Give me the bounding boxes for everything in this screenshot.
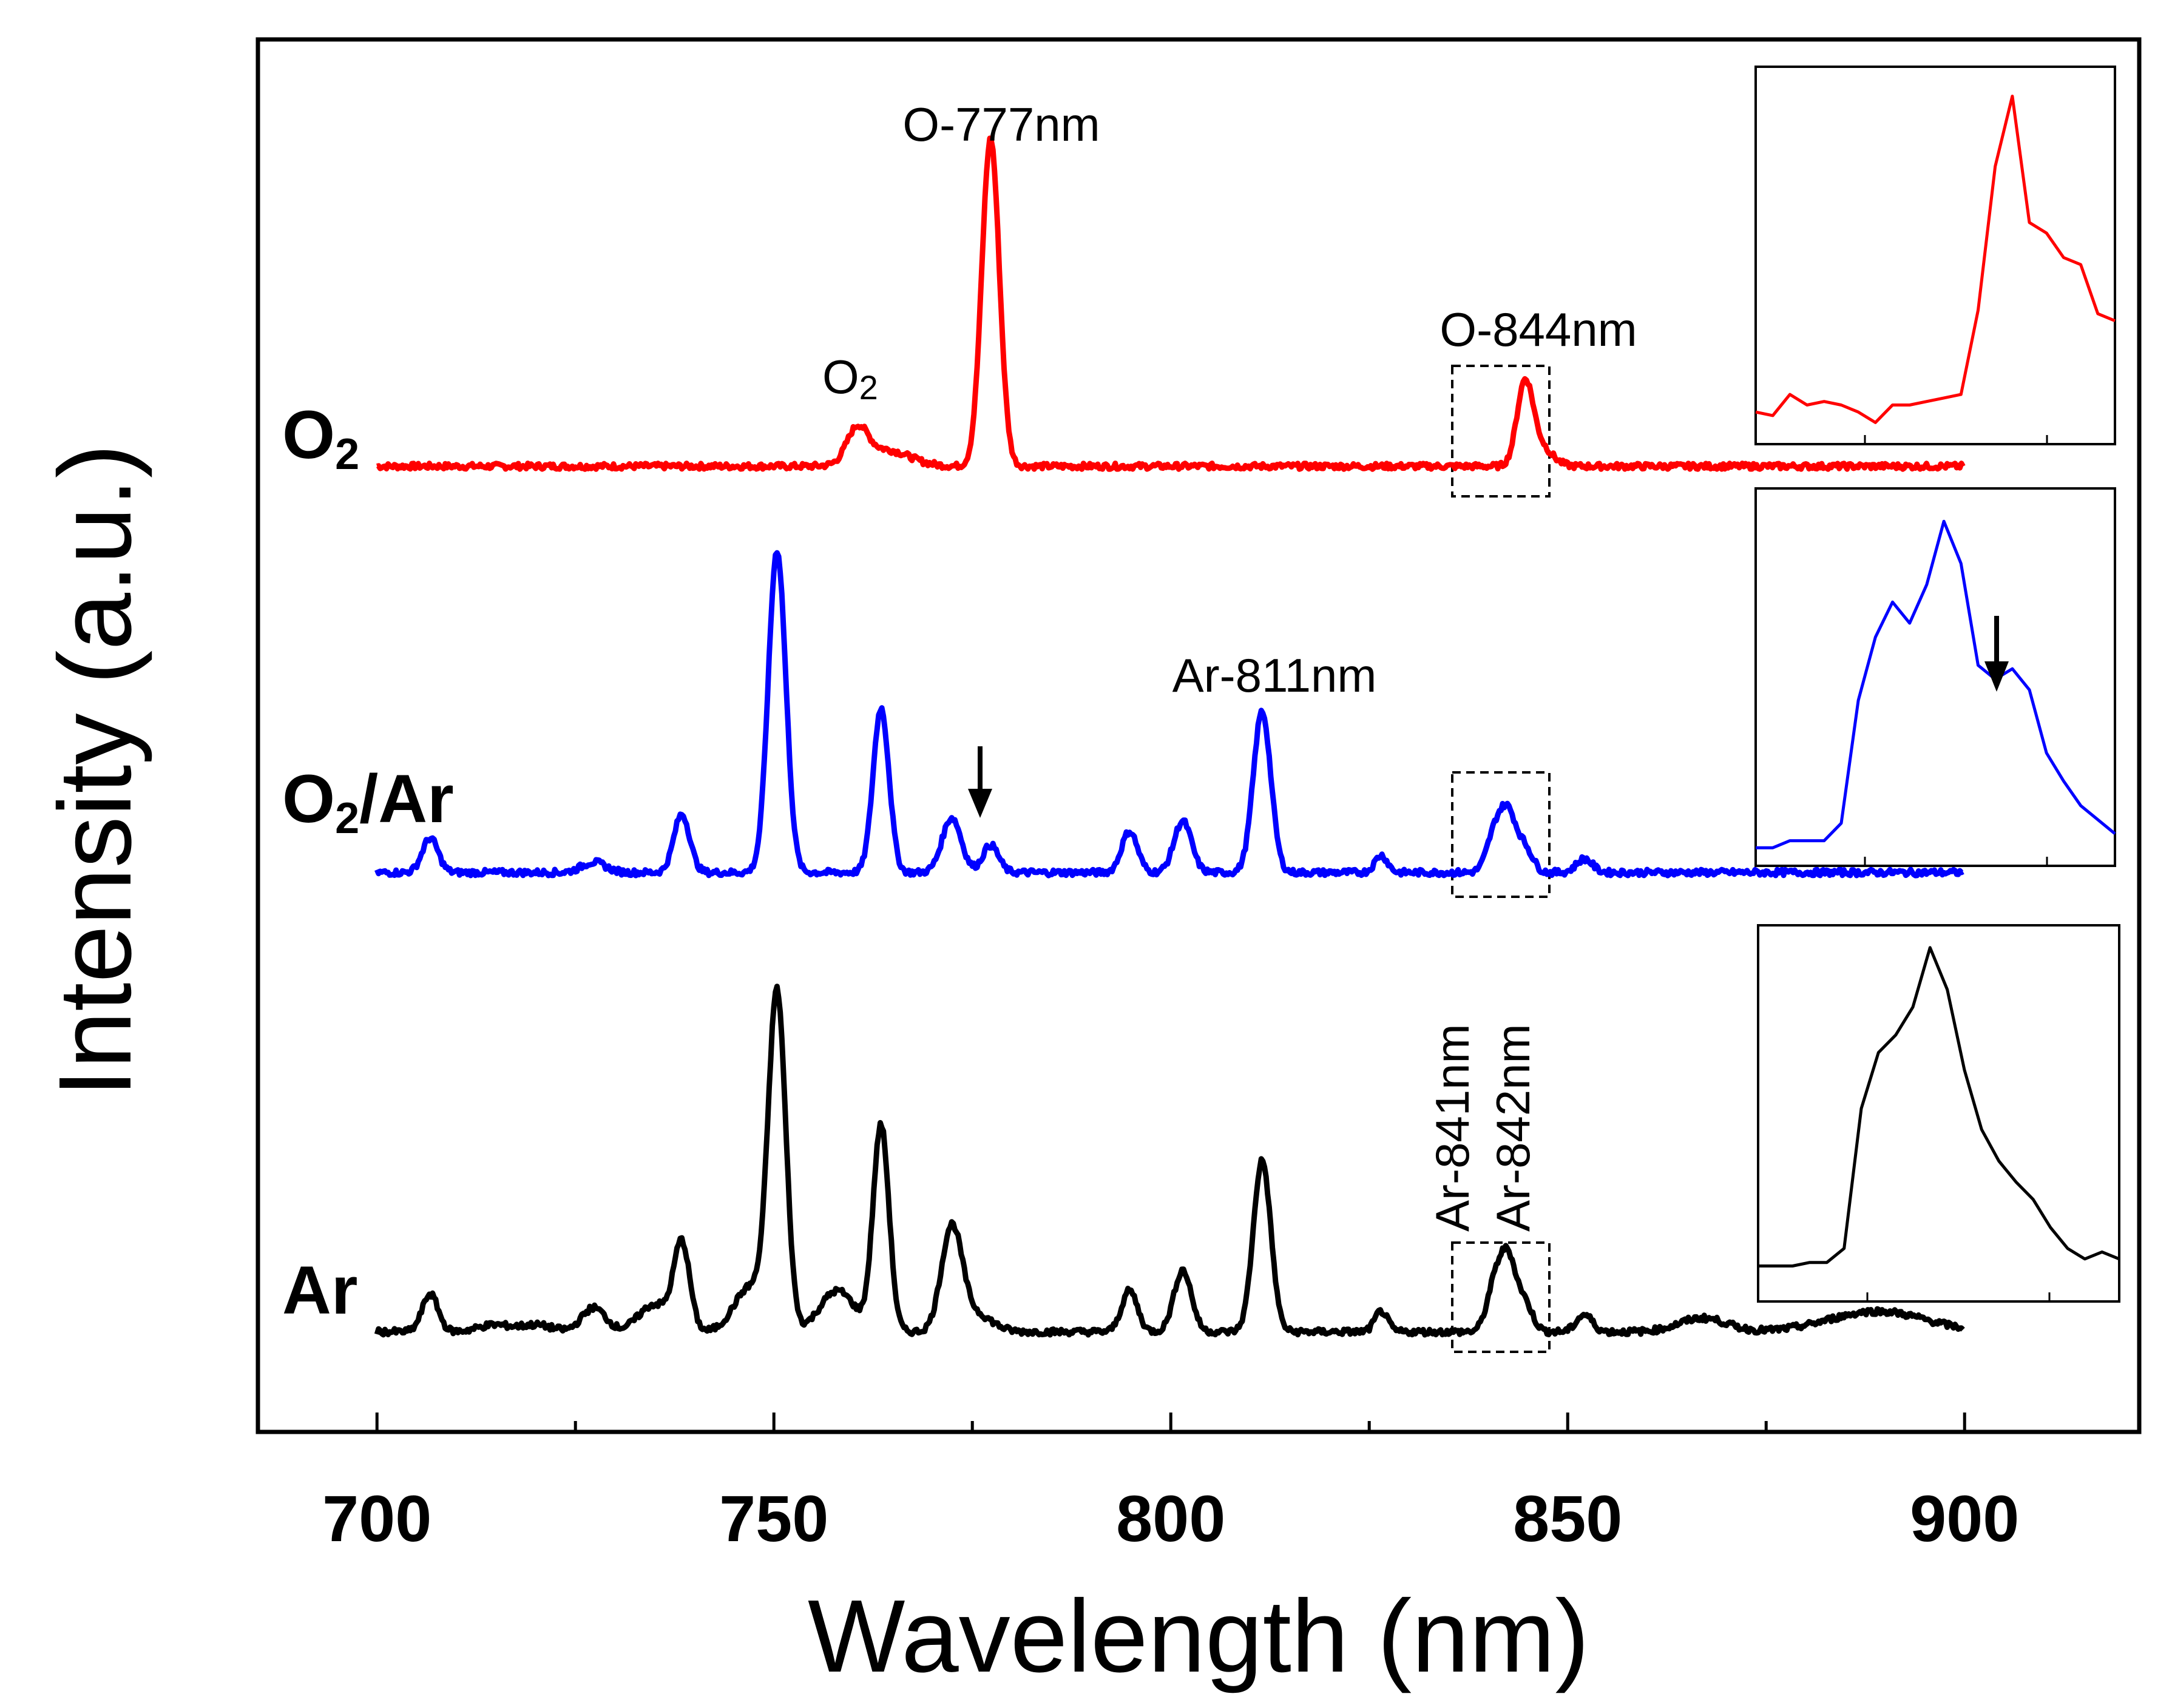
x-axis-tick-labels: 700 750 800 850 900 xyxy=(322,1482,2019,1555)
annotation-ar841: Ar-841nm xyxy=(1426,1024,1479,1232)
inset-ar xyxy=(1757,924,2120,1303)
x-tick-label-900: 900 xyxy=(1910,1482,2019,1555)
x-tick-label-850: 850 xyxy=(1513,1482,1622,1555)
arrow-marker-main xyxy=(968,746,992,818)
series-label-o2: O2 xyxy=(282,397,359,479)
annotation-o844: O-844nm xyxy=(1440,303,1637,356)
dashed-box-ar xyxy=(1451,1241,1551,1353)
annotation-ar811: Ar-811nm xyxy=(1172,649,1377,702)
inset-o2-ar xyxy=(1754,487,2116,867)
plot-frame xyxy=(255,37,2142,1434)
annotation-o2-band: O2 xyxy=(822,350,878,407)
inset-line-o2-ar xyxy=(1756,519,2116,849)
series-line-o2-ar xyxy=(374,550,1964,879)
arrow-marker-inset xyxy=(1984,616,2009,692)
series-label-o2-ar: O2/Ar xyxy=(282,761,454,843)
series-label-ar: Ar xyxy=(282,1252,357,1328)
x-tick-label-750: 750 xyxy=(719,1482,828,1555)
x-tick-label-700: 700 xyxy=(322,1482,431,1555)
y-axis-title: Intensity (a.u.) xyxy=(38,444,153,1097)
inset-o2 xyxy=(1754,66,2116,445)
x-tick-label-800: 800 xyxy=(1116,1482,1225,1555)
inset-line-ar xyxy=(1758,946,2120,1267)
series-line-o2 xyxy=(376,135,1966,472)
inset-line-o2 xyxy=(1755,95,2116,424)
dashed-box-o2 xyxy=(1451,365,1551,498)
series-line-ar xyxy=(374,984,1965,1338)
x-axis-title: Wavelength (nm) xyxy=(808,1579,1589,1694)
dashed-box-o2ar xyxy=(1451,771,1551,898)
x-axis-ticks xyxy=(375,1413,1966,1432)
annotation-o777: O-777nm xyxy=(902,98,1100,151)
annotation-ar842: Ar-842nm xyxy=(1486,1024,1540,1232)
